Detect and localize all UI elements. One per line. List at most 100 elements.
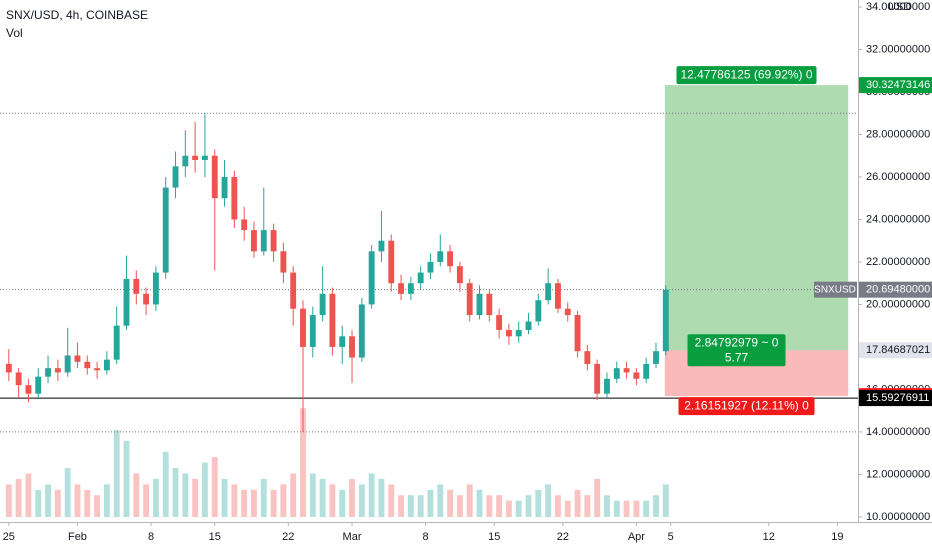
candle-body — [613, 368, 620, 379]
candle-body — [398, 283, 404, 294]
volume-bar — [496, 495, 503, 517]
volume-bar — [94, 495, 101, 517]
candle-body — [555, 283, 561, 309]
candle-body — [251, 230, 257, 252]
volume-bar — [339, 489, 346, 517]
volume-bar — [515, 500, 522, 517]
volume-bar — [613, 500, 620, 517]
volume-bar — [260, 478, 267, 517]
candle-body — [662, 289, 669, 352]
candle-body — [574, 315, 581, 352]
candle-body — [633, 372, 640, 379]
x-tick-label: 22 — [282, 531, 294, 543]
volume-bar — [15, 478, 22, 517]
candle-body — [45, 368, 51, 377]
volume-bar — [466, 484, 473, 517]
volume-bar — [300, 408, 306, 517]
volume-bar — [182, 473, 189, 517]
x-tick-label: 15 — [488, 531, 500, 543]
candle-body — [172, 166, 179, 188]
volume-bar — [251, 489, 257, 517]
ratio-label: 5.77 — [725, 350, 749, 364]
current-price-tag: 20.69480000 — [866, 284, 930, 296]
volume-bar — [74, 484, 81, 517]
volume-bar — [643, 500, 650, 517]
candle-body — [84, 361, 91, 369]
candle-body — [192, 155, 199, 160]
candle-body — [143, 293, 150, 305]
candle-body — [358, 304, 365, 358]
volume-bar — [152, 478, 159, 517]
candle-body — [74, 355, 81, 362]
x-tick-label: 12 — [763, 531, 775, 543]
volume-bar — [25, 473, 32, 517]
candle-body — [584, 351, 591, 364]
volume-bar — [604, 495, 610, 517]
volume-bar — [113, 430, 120, 517]
volume-bar — [201, 462, 208, 517]
volume-bar — [162, 451, 169, 517]
candle-body — [309, 315, 316, 347]
target-label: 12.47786125 (69.92%) 0 — [680, 67, 812, 81]
volume-bar — [84, 489, 91, 517]
candle-body — [211, 155, 218, 199]
x-tick-label: Feb — [68, 531, 87, 543]
volume-bar — [123, 440, 130, 517]
candle-body — [515, 329, 522, 337]
candle-body — [54, 368, 61, 373]
candle-body — [407, 283, 414, 294]
volume-bar — [545, 484, 552, 517]
target-price-tag: 30.32473146 — [866, 79, 930, 91]
volume-bar — [525, 495, 532, 517]
volume-bar — [211, 457, 218, 517]
volume-bar — [241, 489, 248, 517]
x-tick-label: 22 — [557, 531, 569, 543]
candle-body — [466, 283, 473, 316]
candle-body — [231, 176, 238, 220]
candle-body — [437, 251, 444, 262]
candle-body — [505, 329, 512, 337]
y-tick-label: 32.00000000 — [866, 43, 930, 55]
candle-body — [388, 240, 395, 284]
candle-body — [162, 187, 169, 273]
currency-label: USD — [888, 1, 911, 13]
volume-bar — [388, 484, 395, 517]
candle-body — [113, 325, 120, 360]
candle-body — [280, 251, 287, 273]
candle-body — [103, 359, 110, 371]
entry-price-tag-box — [859, 342, 932, 359]
chart-title: SNX/USD, 4h, COINBASE — [6, 8, 148, 22]
volume-bar — [633, 500, 640, 517]
candle-body — [5, 363, 12, 373]
volume-bar — [456, 495, 463, 517]
volume-bar — [407, 495, 414, 517]
y-tick-label: 34.00000000 — [866, 1, 930, 13]
volume-bar — [564, 500, 571, 517]
line-price-tag-box — [859, 390, 932, 407]
volume-bar — [319, 478, 326, 517]
candle-body — [290, 272, 297, 309]
volume-bar — [349, 478, 355, 517]
candle-body — [447, 251, 454, 267]
volume-bar — [653, 495, 659, 517]
x-tick-label: 5 — [668, 531, 674, 543]
volume-bar — [221, 478, 228, 517]
candle-body — [319, 293, 326, 316]
volume-bar — [290, 473, 297, 517]
volume-bar — [192, 478, 199, 517]
volume-bar — [358, 484, 365, 517]
x-tick-label: 25 — [3, 531, 15, 543]
candle-body — [270, 230, 277, 252]
candle-body — [525, 321, 532, 330]
y-tick-label: 12.00000000 — [866, 468, 930, 480]
center-label: 2.84792979 ~ 0 — [695, 335, 779, 349]
volume-bar — [35, 489, 42, 517]
candle-body — [133, 278, 140, 294]
candle-body — [349, 336, 355, 358]
volume-bar — [378, 478, 385, 517]
volume-bar — [172, 468, 179, 517]
y-tick-label: 20.00000000 — [866, 298, 930, 310]
candle-body — [427, 261, 434, 273]
axis-labels: 10.0000000012.0000000014.0000000016.0000… — [3, 1, 932, 543]
